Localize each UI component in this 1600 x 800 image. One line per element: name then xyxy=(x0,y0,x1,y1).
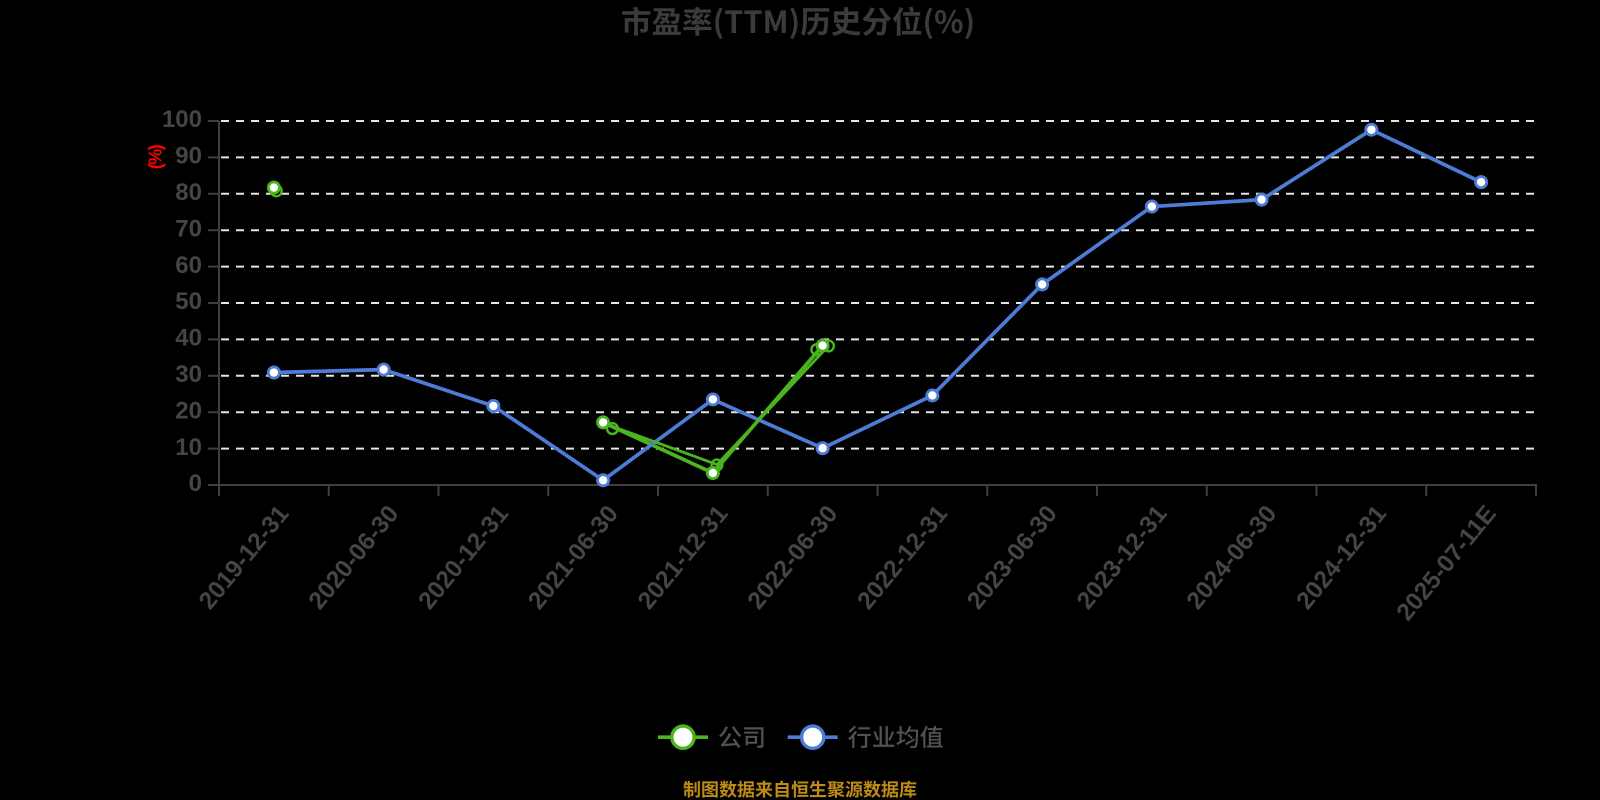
x-tick-label-10: 2024-12-31 xyxy=(1291,501,1392,615)
company-point-4 xyxy=(705,465,720,480)
industry-point-6 xyxy=(925,388,940,403)
industry-point-3 xyxy=(596,473,611,488)
y-tick-label-10: 10 xyxy=(175,434,202,461)
x-tick-label-1: 2020-06-30 xyxy=(304,501,405,615)
industry-point-4 xyxy=(705,392,720,407)
legend-marker-industry xyxy=(799,724,826,751)
y-tick-label-50: 50 xyxy=(175,288,202,315)
industry-point-5 xyxy=(815,441,830,456)
x-tick-label-6: 2022-12-31 xyxy=(852,501,953,615)
gridlines xyxy=(221,120,1536,450)
company-point-5 xyxy=(815,338,830,353)
legend-label-industry xyxy=(848,725,943,749)
x-axis-tick-labels: 2019-12-31 2020-06-30 2020-12-31 2021-06-30… xyxy=(194,501,1502,626)
footer-text xyxy=(683,780,917,798)
x-tick-label-2: 2020-12-31 xyxy=(413,501,514,615)
x-tick-label-9: 2024-06-30 xyxy=(1182,501,1283,615)
x-tick-label-5: 2022-06-30 xyxy=(743,501,844,615)
y-tick-label-30: 30 xyxy=(175,361,202,388)
y-tick-label-70: 70 xyxy=(175,215,202,242)
industry-point-2 xyxy=(486,399,501,414)
footer-note xyxy=(683,780,917,798)
y-tick-label-90: 90 xyxy=(175,143,202,170)
series-plot xyxy=(266,122,1489,488)
chart-title xyxy=(622,6,973,40)
x-tick-label-3: 2021-06-30 xyxy=(523,501,624,615)
company-point-3 xyxy=(596,415,611,430)
y-tick-label-80: 80 xyxy=(175,179,202,206)
legend xyxy=(658,724,943,751)
y-tick-label-100: 100 xyxy=(162,106,202,133)
y-axis-tick-labels: 0 10 20 30 40 50 60 70 80 90 100 xyxy=(162,106,202,497)
legend-label-company xyxy=(719,726,764,749)
industry-point-10 xyxy=(1364,122,1379,137)
chart-title-text xyxy=(622,6,973,40)
x-tick-label-4: 2021-12-31 xyxy=(633,501,734,615)
legend-item-company[interactable] xyxy=(658,724,764,751)
y-axis-unit-label: (%) xyxy=(146,144,166,169)
axes xyxy=(208,120,1537,496)
company-point-0 xyxy=(266,180,281,195)
industry-point-7 xyxy=(1035,277,1050,292)
industry-point-9 xyxy=(1254,192,1269,207)
x-tick-label-8: 2023-12-31 xyxy=(1072,501,1173,615)
industry-point-1 xyxy=(376,362,391,377)
legend-marker-company xyxy=(670,724,696,751)
company-shadow-line xyxy=(611,344,830,467)
x-tick-label-7: 2023-06-30 xyxy=(962,501,1063,615)
y-tick-label-20: 20 xyxy=(175,397,202,424)
x-tick-label-11: 2025-07-11E xyxy=(1392,501,1502,626)
y-tick-label-40: 40 xyxy=(175,325,202,352)
industry-point-11 xyxy=(1474,175,1489,190)
industry-line xyxy=(273,127,1482,483)
x-tick-label-0: 2019-12-31 xyxy=(194,501,295,615)
industry-point-8 xyxy=(1144,199,1159,214)
y-tick-label-60: 60 xyxy=(175,252,202,279)
y-tick-label-0: 0 xyxy=(189,470,202,497)
industry-point-0 xyxy=(266,365,281,380)
legend-item-industry[interactable] xyxy=(787,724,943,751)
